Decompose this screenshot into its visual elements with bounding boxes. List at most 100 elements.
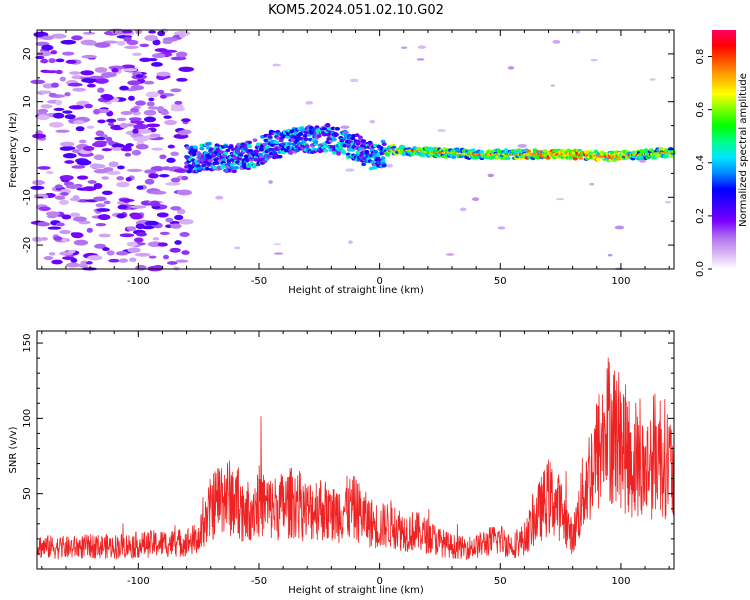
spectrogram-cell [273,252,284,255]
spectrogram-cell [170,223,182,229]
spectrogram-cell [133,136,149,142]
spectrogram-cell [117,204,128,210]
spectrogram-cell [46,170,54,175]
spectrogram-cell [55,69,63,75]
spectrogram-cell [323,149,329,153]
spectrogram-cell [313,140,319,144]
spectrogram-cell [80,70,95,76]
spectrogram-cell [234,246,241,250]
spectrogram-cell [60,39,77,45]
x-tick-label: 100 [611,576,630,587]
colorbar-tick-label: 0.6 [695,102,706,118]
spectrogram-cell [116,213,126,219]
spectrogram-cell [123,36,132,42]
spectrogram-cell [266,155,272,159]
spectrogram-cell [208,158,213,163]
spectrogram-cell [428,146,434,151]
spectrogram-cell [649,78,656,81]
spectrogram-cell [62,51,75,56]
spectrogram-cell [82,31,96,35]
spectrogram-cell [269,147,275,152]
spectrogram-cell [102,247,110,252]
spectrogram-cell [174,240,182,245]
spectrogram-cell [98,233,111,238]
spectrogram-cell [128,95,135,101]
spectrogram-cell [373,149,378,154]
spectrogram-cell [36,221,51,227]
spectrogram-cell [127,80,141,86]
spectrogram-cell [32,133,47,139]
y-tick-label: 20 [22,48,33,61]
spectrogram-cell [61,238,68,243]
spectrogram-cell [101,190,113,195]
spectrogram-cell [369,119,376,124]
x-tick-label: -100 [127,276,150,287]
y-tick-label: -20 [22,237,33,253]
spectrogram-cell [108,258,120,263]
spectrogram-cell [437,128,446,133]
spectrogram-cell [144,169,157,174]
spectrogram-cell [111,143,125,148]
spectrogram-cell [30,79,46,85]
spectrogram-cell [340,125,350,129]
spectrogram-cell [181,118,191,123]
spectrogram-cell [156,71,171,77]
spectrogram-cell [107,122,115,127]
spectrogram-cell [228,145,234,149]
spectrogram-cell [263,138,269,143]
spectrogram-cell [259,147,264,151]
spectrogram-cell [196,164,201,168]
spectrogram-cell [459,207,467,212]
spectrogram-cell [60,146,76,151]
x-tick-label: 100 [611,276,630,287]
spectrogram-cell [134,252,151,257]
spectrogram-cell [381,142,387,146]
spectrogram-cell [103,200,111,205]
spectrogram-cell [150,61,163,67]
spectrogram-cell [36,114,50,121]
spectrogram-cell [132,128,139,135]
spectrogram-cell [187,169,193,174]
spectrogram-cell [68,249,76,254]
spectrogram-cell [89,163,106,169]
spectrogram-cell [273,243,282,246]
spectrogram-cell [52,112,65,119]
spectrogram-cell [95,130,105,137]
spectrogram-cell [48,252,56,256]
spectrogram-cell [53,236,63,241]
spectrogram-cell [507,66,515,70]
spectrogram-cell [53,107,65,112]
spectrogram-cell [223,151,229,155]
spectrogram-cell [118,258,129,263]
spectrogram-cell [298,132,304,136]
spectrogram-cell [72,87,86,92]
spectrogram-cell [160,110,170,116]
spectrogram-cell [639,159,647,163]
spectrogram-cell [64,114,76,120]
x-tick-label: 0 [376,576,382,587]
spectrogram-cell [146,101,155,107]
spectrogram-cell [664,154,669,159]
spectrogram-cell [487,173,495,178]
spectrogram-cell [143,109,157,116]
spectrogram-cell [149,133,161,138]
spectrogram-cell [37,108,49,114]
spectrogram-cell [86,83,96,88]
spectrogram-cell [114,147,122,151]
spectrogram-cell [179,32,186,39]
spectrogram-cell [55,99,63,106]
spectrogram-cell [101,148,112,152]
spectrogram-cell [550,84,555,87]
spectrogram-cell [252,138,258,142]
spectrogram-cell [471,197,480,202]
spectrogram-cell [254,149,260,153]
spectrogram-cell [361,147,367,152]
spectrogram-cell [348,240,353,245]
spectrogram-cell [76,175,89,180]
spectrogram-cell [95,223,107,227]
spectrogram-cell [132,52,142,56]
spectrogram-cell [335,127,340,131]
spectrogram-cell [115,251,129,256]
spectrogram-cell [152,237,160,241]
spectrogram-cell [43,256,54,261]
